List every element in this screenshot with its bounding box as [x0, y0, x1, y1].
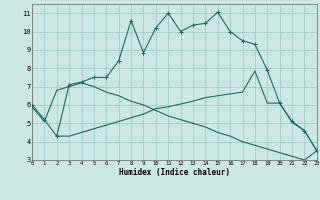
X-axis label: Humidex (Indice chaleur): Humidex (Indice chaleur): [119, 168, 230, 177]
